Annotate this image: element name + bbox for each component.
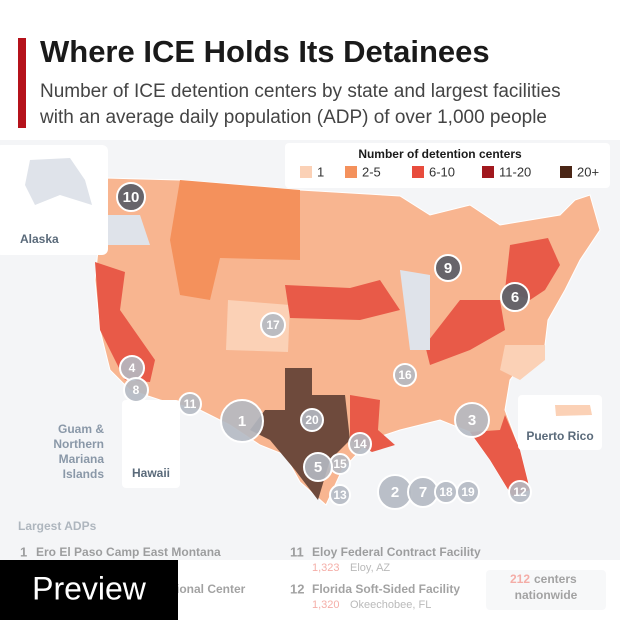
- legend-swatch: [560, 166, 572, 178]
- inset-label: Mariana: [59, 452, 105, 466]
- facility-number: 1: [238, 413, 246, 430]
- facility-number: 18: [439, 485, 453, 499]
- inset-label: Northern: [53, 437, 104, 451]
- legend-swatch: [345, 166, 357, 178]
- facility-number: 4: [129, 361, 136, 375]
- facility-place: Okeechobee, FL: [350, 599, 431, 611]
- facility-marker: [116, 182, 146, 212]
- facility-name: Eloy Federal Contract Facility: [312, 545, 481, 559]
- facility-marker: [434, 254, 462, 282]
- rank: 1: [20, 544, 27, 559]
- facility-number: 13: [333, 488, 347, 502]
- facility-number: 15: [333, 457, 347, 471]
- inset-label: Puerto Rico: [526, 429, 593, 443]
- facility-marker: [393, 363, 417, 387]
- facility-marker: [500, 282, 530, 312]
- rank: 11: [290, 544, 304, 559]
- facility-marker: [454, 402, 490, 438]
- facility-number: 5: [314, 459, 322, 476]
- facility-marker: [300, 408, 324, 432]
- facility-number: 2: [391, 484, 399, 501]
- facility-adp: 1,320: [312, 599, 340, 611]
- facility-marker: [303, 452, 333, 482]
- legend-box: [285, 143, 610, 188]
- state-region: [95, 262, 155, 382]
- facility-number: 16: [398, 368, 412, 382]
- ranking: Largest ADPs 1 Ero El Paso Camp East Mon…: [18, 519, 606, 611]
- state-region: [500, 345, 545, 380]
- state-region: [425, 300, 505, 365]
- preview-label: Preview: [32, 570, 147, 606]
- facility-marker: [456, 480, 480, 504]
- facility-number: 11: [184, 397, 197, 411]
- inset-box: [122, 400, 180, 488]
- facility-marker: [260, 312, 286, 338]
- state-region: [285, 280, 400, 320]
- legend-swatch: [412, 166, 424, 178]
- facility-number: 19: [461, 485, 475, 499]
- facility-number: 10: [123, 189, 140, 206]
- total-box: [486, 570, 606, 610]
- legend-swatch: [482, 166, 494, 178]
- facility-number: 9: [444, 260, 452, 277]
- inset-label: Hawaii: [132, 466, 170, 480]
- total-label: nationwide: [515, 588, 578, 602]
- facility-adp: 1,323: [312, 562, 340, 574]
- legend-label: 1: [317, 164, 324, 179]
- inset-label: Islands: [63, 467, 105, 481]
- facility-number: 20: [305, 413, 319, 427]
- preview-banner: [0, 560, 178, 620]
- legend-swatch: [300, 166, 312, 178]
- facility-place: Eloy, AZ: [350, 562, 390, 574]
- facility-number: 12: [513, 485, 527, 499]
- legend-label: 6-10: [429, 164, 455, 179]
- rank: 12: [290, 581, 304, 596]
- facility-name: ional Center: [176, 582, 246, 596]
- us-map: [94, 177, 601, 506]
- facility-number: 8: [133, 383, 140, 397]
- state-region: [170, 180, 300, 300]
- title: Where ICE Holds Its Detainees: [40, 34, 490, 69]
- state-region: [470, 415, 530, 496]
- state-region: [102, 215, 150, 245]
- subtitle: Number of ICE detention centers by state…: [40, 81, 561, 102]
- total-count: 212: [510, 572, 530, 586]
- facility-name: Florida Soft-Sided Facility: [312, 582, 460, 596]
- inset-label: Alaska: [20, 232, 59, 246]
- inset-box: [0, 145, 108, 255]
- total-label: centers: [534, 572, 577, 586]
- facility-number: 14: [353, 437, 367, 451]
- facility-marker: [329, 484, 351, 506]
- facility-marker: [123, 377, 149, 403]
- state-region: [400, 270, 430, 350]
- facility-marker: [508, 480, 532, 504]
- ranking-title: Largest ADPs: [18, 519, 97, 533]
- facility-marker: [220, 399, 264, 443]
- alaska-shape: [25, 158, 92, 205]
- accent-bar: [18, 38, 26, 128]
- legend-label: 20+: [577, 164, 599, 179]
- legend-title: Number of detention centers: [358, 147, 522, 161]
- facility-number: 7: [419, 484, 427, 501]
- facility-number: 6: [511, 289, 519, 306]
- facility-number: 3: [468, 412, 476, 429]
- subtitle: with an average daily population (ADP) o…: [39, 107, 547, 128]
- facility-marker: [178, 392, 202, 416]
- facility-name: Ero El Paso Camp East Montana: [36, 545, 221, 559]
- legend-label: 2-5: [362, 164, 381, 179]
- inset-label: Guam &: [58, 422, 104, 436]
- puerto-rico-shape: [555, 405, 592, 416]
- facility-marker: [348, 432, 372, 456]
- facility-number: 17: [266, 318, 280, 332]
- legend-label: 11-20: [499, 164, 531, 179]
